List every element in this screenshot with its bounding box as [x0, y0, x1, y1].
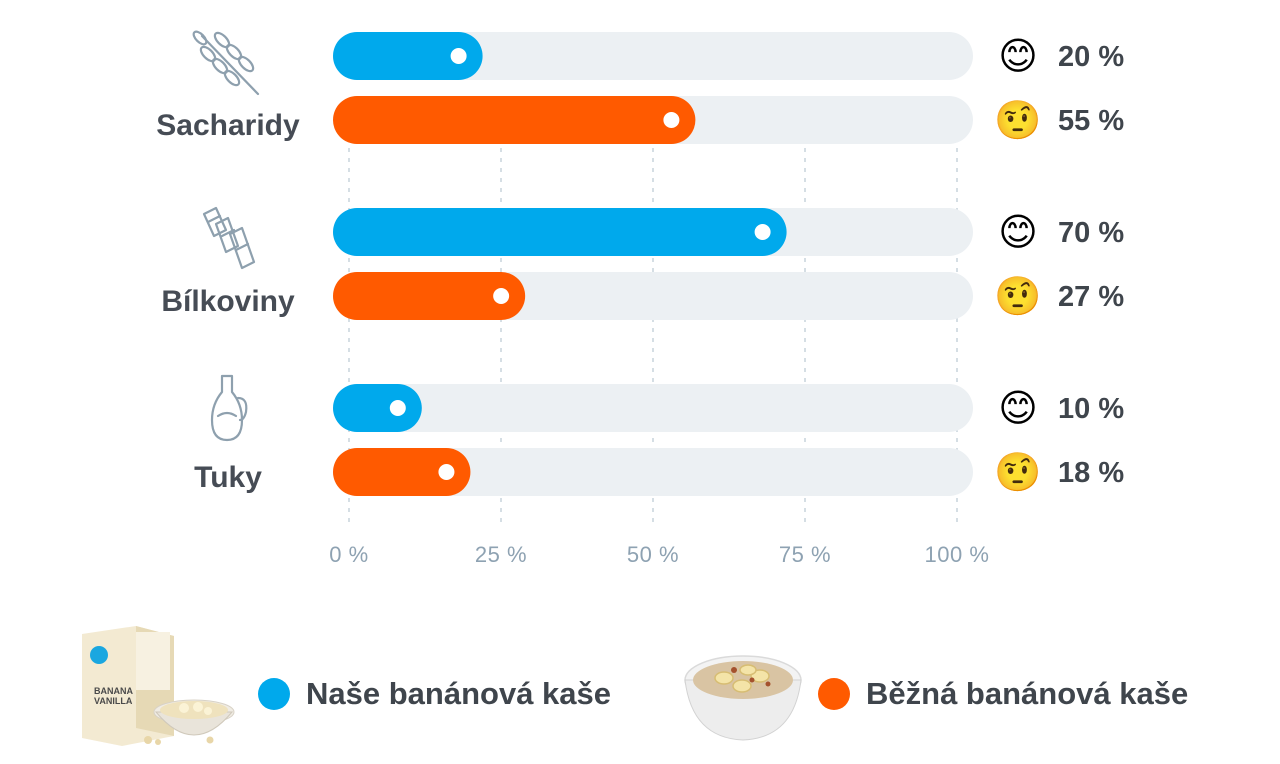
x-tick-label: 50 %	[627, 542, 679, 567]
bar-end-marker	[389, 400, 406, 416]
value-label: 70 %	[1058, 217, 1124, 249]
category-label: Sacharidy	[156, 109, 300, 142]
smile-emoji-icon: 😊	[998, 34, 1038, 78]
skeptical-emoji-icon: 🤨	[994, 98, 1041, 142]
x-tick-label: 100 %	[925, 542, 990, 567]
legend-item-our-porridge: Naše banánová kaše	[258, 676, 611, 712]
bar-track	[333, 384, 973, 432]
smile-emoji-icon: 😊	[998, 386, 1038, 430]
bar-end-marker	[450, 48, 467, 64]
svg-text:BANANA: BANANA	[94, 686, 133, 696]
value-label: 20 %	[1058, 41, 1124, 73]
legend-dot-common	[818, 678, 850, 710]
bar-our	[333, 32, 483, 80]
legend: BANANA VANILLA Naše banánová kaše Běžná …	[0, 620, 1280, 760]
value-label: 10 %	[1058, 393, 1124, 425]
smile-emoji-icon: 😊	[998, 210, 1038, 254]
bar-end-marker	[493, 288, 510, 304]
bar-track	[333, 32, 973, 80]
value-label: 55 %	[1058, 105, 1124, 137]
bar-end-marker	[663, 112, 680, 128]
bar-common	[333, 96, 696, 144]
svg-text:VANILLA: VANILLA	[94, 696, 133, 706]
wheat-icon	[192, 30, 260, 96]
x-tick-label: 75 %	[779, 542, 831, 567]
nutrient-comparison-chart: Sacharidy Bílkoviny Tuky 😊 20 % 🤨 55 % 😊 70 % 🤨 27…	[156, 30, 1124, 567]
bar-common	[333, 448, 471, 496]
skeptical-emoji-icon: 🤨	[994, 274, 1041, 318]
category-label: Bílkoviny	[161, 285, 295, 318]
product-box-image: BANANA VANILLA	[82, 626, 235, 746]
x-tick-label: 0 %	[329, 542, 368, 567]
legend-label-common: Běžná banánová kaše	[866, 676, 1189, 711]
value-label: 18 %	[1058, 457, 1124, 489]
value-label: 27 %	[1058, 281, 1124, 313]
bar-track	[333, 448, 973, 496]
skeptical-emoji-icon: 🤨	[994, 450, 1041, 494]
bar-common	[333, 272, 526, 320]
pasta-icon	[202, 206, 256, 270]
x-tick-label: 25 %	[475, 542, 527, 567]
legend-dot-our	[258, 678, 290, 710]
bar-our	[333, 384, 422, 432]
legend-label-our: Naše banánová kaše	[306, 676, 612, 711]
oil-bottle-icon	[210, 374, 248, 442]
porridge-bowl-image	[684, 655, 802, 741]
category-label: Tuky	[194, 461, 262, 494]
bar-end-marker	[438, 464, 455, 480]
bar-end-marker	[754, 224, 771, 240]
legend-item-common-porridge: Běžná banánová kaše	[818, 676, 1188, 712]
bar-our	[333, 208, 787, 256]
